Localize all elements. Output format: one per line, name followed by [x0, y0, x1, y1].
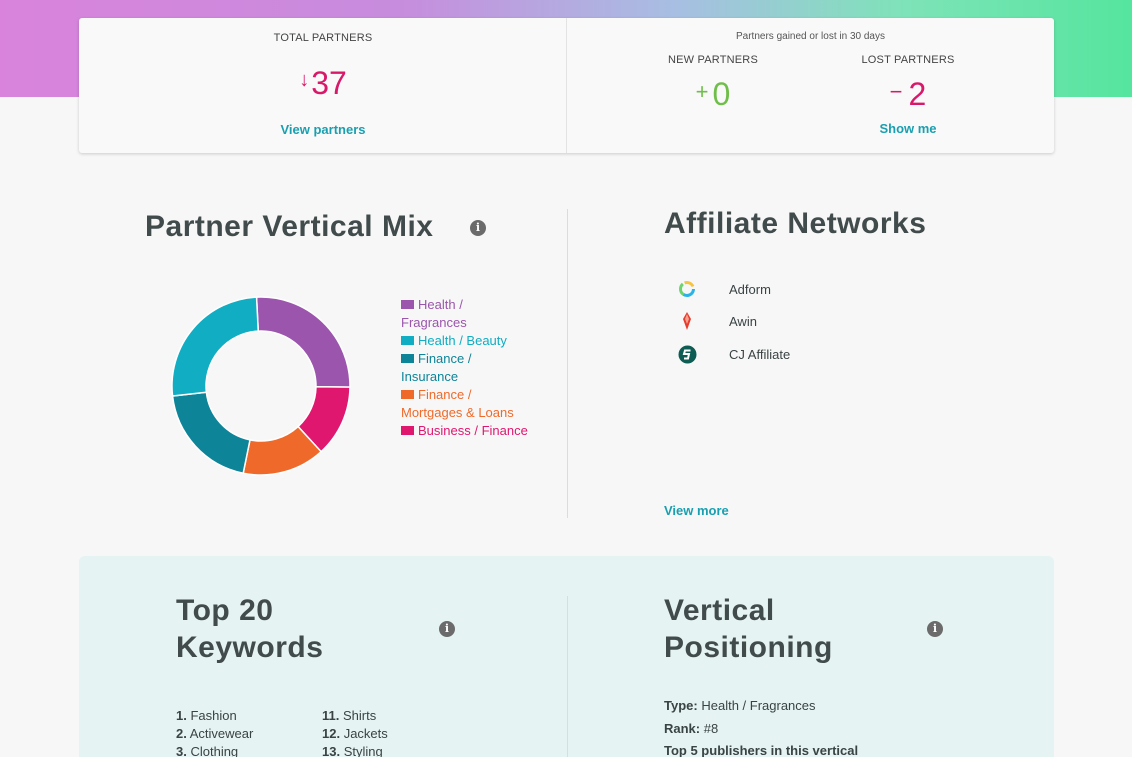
rank-label: Rank: — [664, 720, 701, 736]
info-icon[interactable]: i — [470, 220, 486, 236]
keyword-rank: 1. — [176, 708, 187, 723]
legend-item[interactable]: Finance / Mortgages & Loans — [401, 386, 531, 422]
minus-sign: − — [889, 79, 903, 104]
vertical-type-row: Type: Health / Fragrances — [664, 695, 858, 718]
donut-slice-finance-insurance[interactable] — [171, 391, 251, 475]
donut-slice-health-beauty[interactable] — [171, 296, 260, 397]
legend-item[interactable]: Health / Beauty — [401, 332, 531, 350]
vertical-rank-row: Rank: #8 — [664, 718, 858, 741]
section-divider — [567, 209, 568, 518]
vertical-mix-title: Partner Vertical Mix — [145, 210, 434, 243]
network-name: Adform — [729, 281, 771, 297]
network-row-adform[interactable]: Adform — [677, 279, 771, 299]
lost-partners-value: −2 — [847, 76, 969, 113]
insights-card — [79, 556, 1054, 757]
legend-swatch — [401, 336, 414, 345]
network-name: Awin — [729, 313, 757, 329]
top-publishers-label: Top 5 publishers in this vertical — [664, 743, 859, 757]
legend-item[interactable]: Health / Fragrances — [401, 296, 531, 332]
keyword-rank: 12. — [322, 726, 341, 741]
partner-stats-card: TOTAL PARTNERS ↓37 View partners Partner… — [79, 18, 1054, 153]
partner-change-panel: Partners gained or lost in 30 days NEW P… — [567, 18, 1054, 153]
legend-label: Business / Finance — [418, 423, 528, 438]
type-value: Health / Fragrances — [701, 698, 816, 713]
keyword-text: Clothing — [190, 744, 239, 757]
keyword-item: 3. Clothing — [176, 743, 253, 757]
view-more-link[interactable]: View more — [664, 503, 729, 518]
vertical-mix-legend: Health / Fragrances Health / Beauty Fina… — [401, 296, 531, 440]
top-keywords-title: Top 20 Keywords — [176, 592, 323, 666]
legend-label: Health / Beauty — [418, 333, 507, 348]
legend-swatch — [401, 354, 414, 363]
info-icon[interactable]: i — [927, 621, 943, 637]
total-partners-panel: TOTAL PARTNERS ↓37 View partners — [79, 18, 567, 153]
info-icon[interactable]: i — [439, 621, 455, 637]
section-divider — [567, 596, 568, 757]
total-partners-value: ↓37 — [79, 65, 567, 102]
keyword-rank: 11. — [322, 708, 340, 723]
top-publishers-row: Top 5 publishers in this vertical — [664, 740, 858, 757]
keyword-rank: 13. — [322, 744, 341, 757]
keyword-text: Shirts — [342, 708, 377, 723]
total-partners-label: TOTAL PARTNERS — [273, 32, 373, 44]
new-partners-number: 0 — [712, 76, 731, 112]
network-row-awin[interactable]: Awin — [677, 311, 757, 331]
keyword-text: Activewear — [189, 726, 254, 741]
show-me-link[interactable]: Show me — [879, 121, 937, 136]
awin-logo-icon — [677, 311, 697, 331]
type-label: Type: — [664, 698, 698, 713]
lost-partners-label: LOST PARTNERS — [861, 54, 955, 66]
legend-swatch — [401, 300, 414, 309]
keyword-item: 2. Activewear — [176, 725, 253, 743]
view-partners-link[interactable]: View partners — [280, 122, 366, 137]
rank-value: #8 — [703, 720, 719, 736]
keyword-rank: 3. — [176, 744, 187, 757]
network-row-cj-affiliate[interactable]: CJ Affiliate — [677, 344, 790, 364]
keyword-list-col2: 11. Shirts 12. Jackets 13. Styling — [322, 707, 388, 757]
vertical-positioning-title-line2: Positioning — [664, 631, 833, 664]
legend-label: Finance / Mortgages & Loans — [401, 387, 514, 420]
vertical-mix-donut-chart — [171, 296, 351, 476]
network-name: CJ Affiliate — [729, 346, 791, 362]
new-partners-label: NEW PARTNERS — [667, 54, 758, 66]
keyword-item: 13. Styling — [322, 743, 388, 757]
vertical-positioning-title-line1: Vertical — [664, 594, 775, 627]
affiliate-networks-title: Affiliate Networks — [664, 207, 927, 240]
keyword-item: 12. Jackets — [322, 725, 388, 743]
legend-swatch — [401, 390, 414, 399]
top-keywords-title-line2: Keywords — [176, 631, 324, 664]
legend-item[interactable]: Finance / Insurance — [401, 350, 531, 386]
adform-logo-icon — [677, 279, 697, 299]
gained-lost-note: Partners gained or lost in 30 days — [736, 31, 885, 42]
keyword-text: Fashion — [190, 708, 237, 723]
top-keywords-title-line1: Top 20 — [176, 594, 274, 627]
total-partners-number: 37 — [311, 65, 347, 101]
keyword-text: Styling — [343, 744, 383, 757]
cj-affiliate-logo-icon — [677, 344, 697, 364]
new-partners-value: +0 — [653, 76, 773, 113]
plus-sign: + — [695, 79, 709, 104]
legend-label: Health / Fragrances — [401, 297, 467, 330]
arrow-down-icon: ↓ — [299, 69, 310, 91]
vertical-positioning-title: Vertical Positioning — [664, 592, 833, 666]
keyword-item: 1. Fashion — [176, 707, 253, 725]
keyword-text: Jackets — [343, 726, 388, 741]
legend-item[interactable]: Business / Finance — [401, 422, 531, 440]
legend-label: Finance / Insurance — [401, 351, 472, 384]
legend-swatch — [401, 426, 414, 435]
keyword-rank: 2. — [176, 726, 187, 741]
keyword-list-col1: 1. Fashion 2. Activewear 3. Clothing — [176, 707, 253, 757]
vertical-positioning-details: Type: Health / Fragrances Rank: #8 Top 5… — [664, 695, 858, 757]
lost-partners-number: 2 — [908, 76, 927, 112]
donut-slice-health-fragrances[interactable] — [255, 296, 351, 388]
keyword-item: 11. Shirts — [322, 707, 388, 725]
